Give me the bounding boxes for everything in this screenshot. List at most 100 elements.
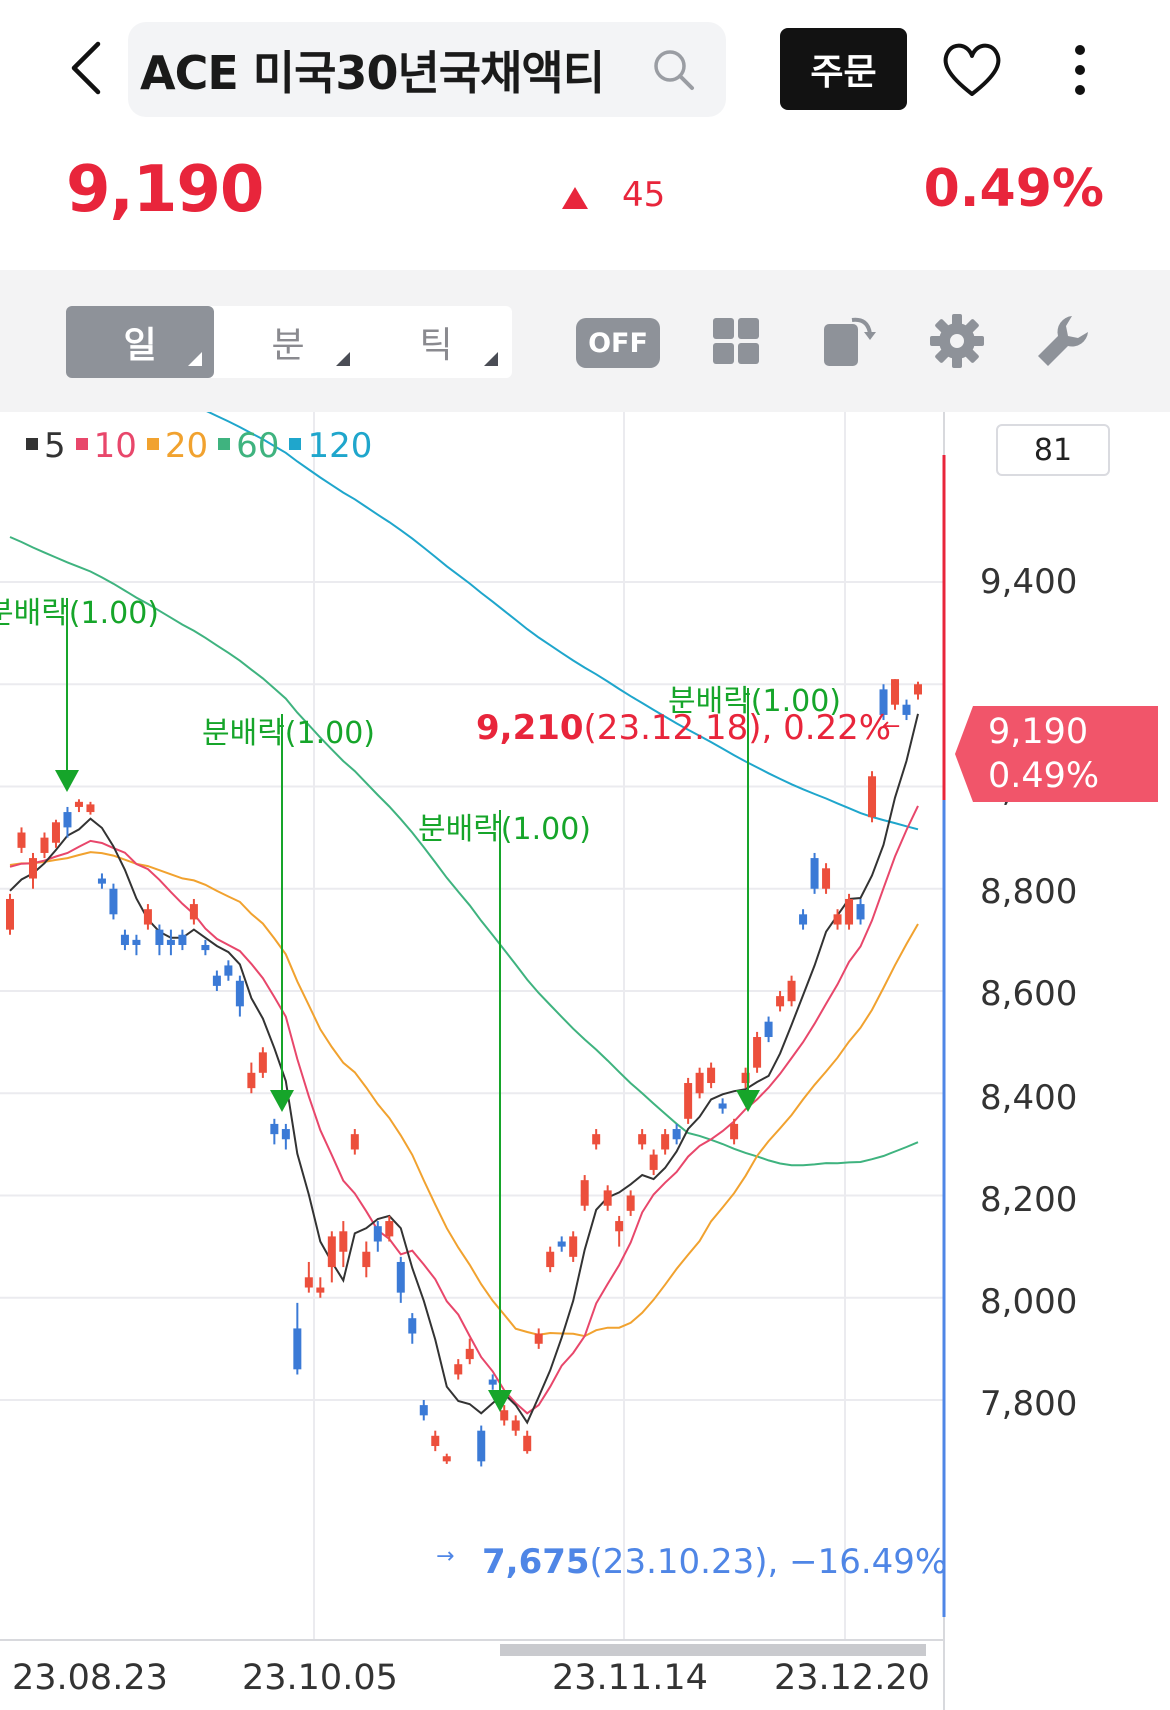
triangle-up-icon	[562, 187, 588, 209]
period-low-label: 7,675(23.10.23), −16.49%	[482, 1542, 948, 1582]
candle-up	[661, 1134, 670, 1150]
top-bar: ACE 미국30년국채액티 주문	[0, 0, 1170, 135]
candle-up	[143, 909, 152, 925]
candle-up	[339, 1231, 348, 1252]
legend-ma5: 5	[26, 426, 66, 466]
candle-up	[592, 1134, 601, 1145]
candle-up	[304, 1277, 313, 1288]
candle-down	[166, 939, 175, 945]
candle-up	[454, 1364, 463, 1375]
candle-down	[235, 980, 244, 1007]
x-tick-label: 23.10.05	[242, 1658, 398, 1698]
chart-grid	[0, 412, 944, 1640]
tab-daily[interactable]: 일	[66, 306, 214, 378]
candle-up	[753, 1037, 762, 1068]
candle-down	[718, 1103, 727, 1109]
candle-up	[465, 1348, 474, 1360]
candle-up	[534, 1333, 543, 1344]
chart-panel[interactable]: 5 10 20 60 120 81 9,400 9,000 8,800 8,60…	[0, 412, 1170, 1710]
candle-up	[6, 898, 14, 930]
candle-down	[557, 1241, 566, 1247]
candle-up	[86, 804, 95, 813]
price-change-percent: 0.49%	[923, 159, 1104, 219]
candle-down	[270, 1123, 279, 1135]
candle-down	[477, 1430, 486, 1462]
order-button[interactable]: 주문	[780, 28, 907, 110]
price-tag-percent: 0.49%	[988, 756, 1100, 796]
candle-up	[615, 1221, 624, 1232]
candle-up	[500, 1410, 509, 1421]
legend-ma10: 10	[75, 426, 137, 466]
candle-down	[672, 1129, 681, 1140]
period-high-label: 9,210(23.12.18), 0.22%	[476, 708, 892, 748]
dropdown-corner-icon	[188, 352, 202, 366]
candle-down	[419, 1405, 428, 1416]
search-icon[interactable]	[650, 46, 698, 94]
ma-20-line	[9, 851, 919, 1338]
search-box[interactable]: ACE 미국30년국채액티	[128, 22, 726, 117]
dividend-marker-arrow	[270, 1090, 294, 1112]
candle-down	[408, 1318, 417, 1334]
candle-up	[730, 1123, 739, 1140]
candle-down	[155, 929, 164, 945]
candle-up	[603, 1190, 612, 1206]
candle-up	[247, 1072, 256, 1089]
ma-120-line	[206, 412, 919, 831]
layout-grid-icon[interactable]	[705, 310, 767, 372]
candle-down	[201, 944, 210, 951]
tab-tick[interactable]: 틱	[362, 306, 510, 378]
candle-up	[74, 801, 83, 807]
legend-ma20: 20	[146, 426, 208, 466]
price-change: 45	[622, 175, 666, 215]
candle-down	[109, 888, 118, 915]
candle-up	[316, 1287, 325, 1293]
candle-down	[293, 1328, 302, 1370]
candlestick-chart[interactable]	[0, 412, 1170, 1710]
candle-up	[914, 684, 922, 695]
candle-up	[385, 1221, 394, 1237]
dividend-markers	[55, 598, 760, 1412]
tab-label: 일	[123, 325, 157, 366]
candle-down	[212, 975, 221, 986]
candle-up	[695, 1072, 704, 1094]
y-tick-label: 7,800	[980, 1384, 1078, 1424]
candle-up	[569, 1236, 578, 1257]
candle-up	[51, 822, 60, 843]
back-button[interactable]	[60, 36, 112, 100]
candle-down	[63, 812, 72, 828]
candle-down	[373, 1226, 382, 1242]
candle-down	[799, 914, 808, 925]
candle-down	[879, 689, 888, 715]
candle-down	[902, 704, 911, 715]
candle-up	[649, 1154, 658, 1170]
candle-up	[580, 1180, 589, 1206]
more-vertical-icon[interactable]	[1060, 40, 1100, 100]
dropdown-corner-icon	[484, 352, 498, 366]
dividend-marker-arrow	[55, 770, 79, 792]
y-tick-label: 8,400	[980, 1078, 1078, 1118]
indicator-off-toggle[interactable]: OFF	[576, 318, 660, 368]
candle-up	[431, 1435, 440, 1447]
candle-down	[132, 939, 141, 945]
candle-up	[350, 1134, 359, 1150]
candle-up	[845, 898, 854, 925]
candle-up	[442, 1456, 451, 1462]
legend-ma60: 60	[218, 426, 279, 466]
candle-down	[856, 904, 865, 920]
candle-up	[684, 1083, 693, 1119]
dividend-label: 분배락(1.00)	[0, 596, 160, 631]
wrench-icon[interactable]	[1032, 310, 1094, 372]
candle-count[interactable]: 81	[996, 424, 1110, 476]
candle-down	[488, 1379, 497, 1385]
gear-icon[interactable]	[926, 310, 988, 372]
candle-up	[511, 1420, 520, 1431]
heart-icon[interactable]	[940, 38, 1004, 102]
y-tick-label: 8,800	[980, 872, 1078, 912]
rotate-screen-icon[interactable]	[818, 310, 880, 372]
candle-down	[810, 858, 819, 889]
x-tick-label: 23.08.23	[12, 1658, 168, 1698]
candle-up	[40, 837, 49, 853]
candle-down	[97, 878, 106, 884]
security-name: ACE 미국30년국채액티	[140, 45, 605, 100]
tab-minute[interactable]: 분	[214, 306, 362, 378]
